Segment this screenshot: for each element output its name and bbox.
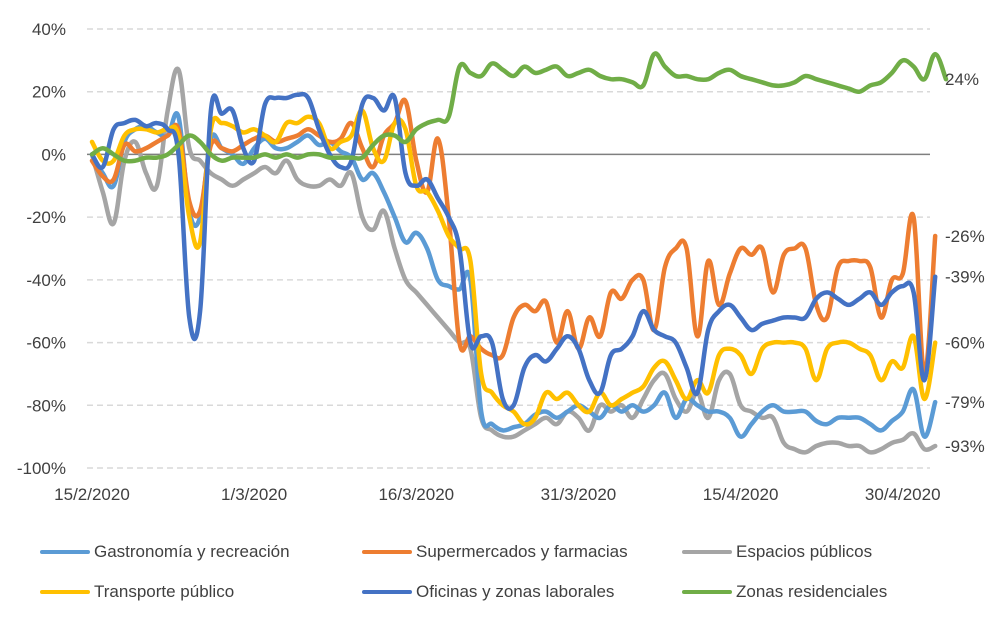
legend-item: Gastronomía y recreación [40,540,290,564]
y-tick-label: -80% [26,396,66,415]
legend-swatch [682,550,732,554]
end-label: -26% [945,227,985,246]
y-axis-ticks: 40% 20% 0% -20% -40% -60% -80% -100% [17,20,66,478]
legend-item: Transporte público [40,580,234,604]
legend-label: Supermercados y farmacias [416,542,628,561]
x-tick-label: 15/2/2020 [54,485,130,504]
legend-item: Espacios públicos [682,540,872,564]
legend-label: Gastronomía y recreación [94,542,290,561]
legend-swatch [682,590,732,594]
end-value-labels: -79% -26% -93% -60% -39% 24% [945,70,985,456]
y-tick-label: -40% [26,271,66,290]
legend-swatch [362,590,412,594]
legend-item: Zonas residenciales [682,580,887,604]
y-tick-label: 40% [32,20,66,39]
y-tick-label: 0% [41,145,66,164]
legend-item: Oficinas y zonas laborales [362,580,614,604]
legend-swatch [40,550,90,554]
legend-label: Zonas residenciales [736,582,888,601]
x-tick-label: 1/3/2020 [221,485,287,504]
y-tick-label: -100% [17,459,66,478]
series-line-espacios-p-blicos [89,66,938,455]
end-label: -93% [945,437,985,456]
x-tick-label: 16/3/2020 [378,485,454,504]
legend-item: Supermercados y farmacias [362,540,628,564]
legend-swatch [362,550,412,554]
series-line-oficinas-y-zonas-laborales [89,91,938,411]
legend-label: Espacios públicos [736,542,873,561]
y-tick-label: -60% [26,334,66,353]
x-tick-label: 31/3/2020 [541,485,617,504]
end-label: -79% [945,393,985,412]
legend-label: Oficinas y zonas laborales [416,582,615,601]
x-axis-ticks: 15/2/2020 1/3/2020 16/3/2020 31/3/2020 15/4/… [54,485,940,504]
end-label: -60% [945,334,985,353]
legend-swatch [40,590,90,594]
end-label: 24% [945,70,979,89]
y-tick-label: -20% [26,208,66,227]
series-lines [89,51,949,455]
end-label: -39% [945,268,985,287]
x-tick-label: 30/4/2020 [865,485,941,504]
series-line-zonas-residenciales [89,51,949,164]
line-chart: 40%20%0%-20%-40%-60%-80%-100% 15/2/2020 1… [17,20,985,504]
x-tick-label: 15/4/2020 [703,485,779,504]
series-line-supermercados-y-farmacias [89,97,938,377]
legend-label: Transporte público [94,582,235,601]
legend: Gastronomía y recreación Supermercados y … [0,530,1000,620]
y-tick-label: 20% [32,83,66,102]
